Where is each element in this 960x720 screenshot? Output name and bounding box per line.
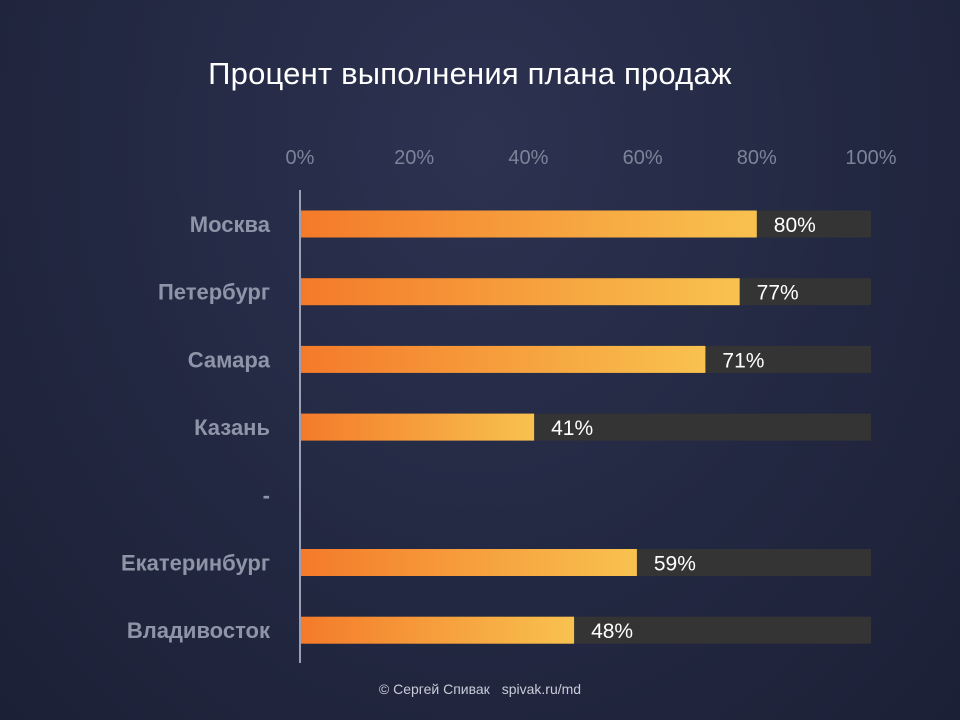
bar-value-label: 48% xyxy=(591,620,633,643)
category-label: - xyxy=(263,483,270,508)
bar-value-label: 80% xyxy=(774,214,816,237)
footer-credit: © Сергей Спивак spivak.ru/md xyxy=(0,681,960,697)
x-tick-label: 100% xyxy=(845,147,896,169)
category-labels: Москва Петербург Самара Казань - Екатеринбург… xyxy=(121,212,271,643)
category-label: Москва xyxy=(190,212,271,237)
x-tick-label: 20% xyxy=(394,147,434,169)
bar-value-label: 59% xyxy=(654,553,696,576)
category-label: Петербург xyxy=(158,280,270,305)
bar xyxy=(300,210,757,238)
chart-title: Процент выполнения плана продаж xyxy=(208,56,732,91)
x-tick-label: 60% xyxy=(623,147,663,169)
bar xyxy=(300,413,535,441)
bar-value-label: 71% xyxy=(722,349,764,372)
x-tick-label: 40% xyxy=(508,147,548,169)
category-label: Самара xyxy=(188,347,271,372)
bars: 80% 77% 71% 41% 59% 48% xyxy=(300,210,871,644)
bar-value-label: 41% xyxy=(551,417,593,440)
bar xyxy=(300,616,575,644)
x-tick-label: 80% xyxy=(737,147,777,169)
category-label: Екатеринбург xyxy=(121,551,270,576)
x-tick-label: 0% xyxy=(286,147,315,169)
bar xyxy=(300,278,740,306)
source-url: spivak.ru/md xyxy=(501,681,582,697)
x-axis-ticks: 0% 20% 40% 60% 80% 100% xyxy=(286,147,897,169)
bar-value-label: 77% xyxy=(757,282,799,305)
bar xyxy=(300,345,706,373)
category-label: Казань xyxy=(194,415,270,440)
copyright-text: © Сергей Спивак xyxy=(378,681,490,697)
bar xyxy=(300,549,637,576)
category-label: Владивосток xyxy=(127,618,271,643)
